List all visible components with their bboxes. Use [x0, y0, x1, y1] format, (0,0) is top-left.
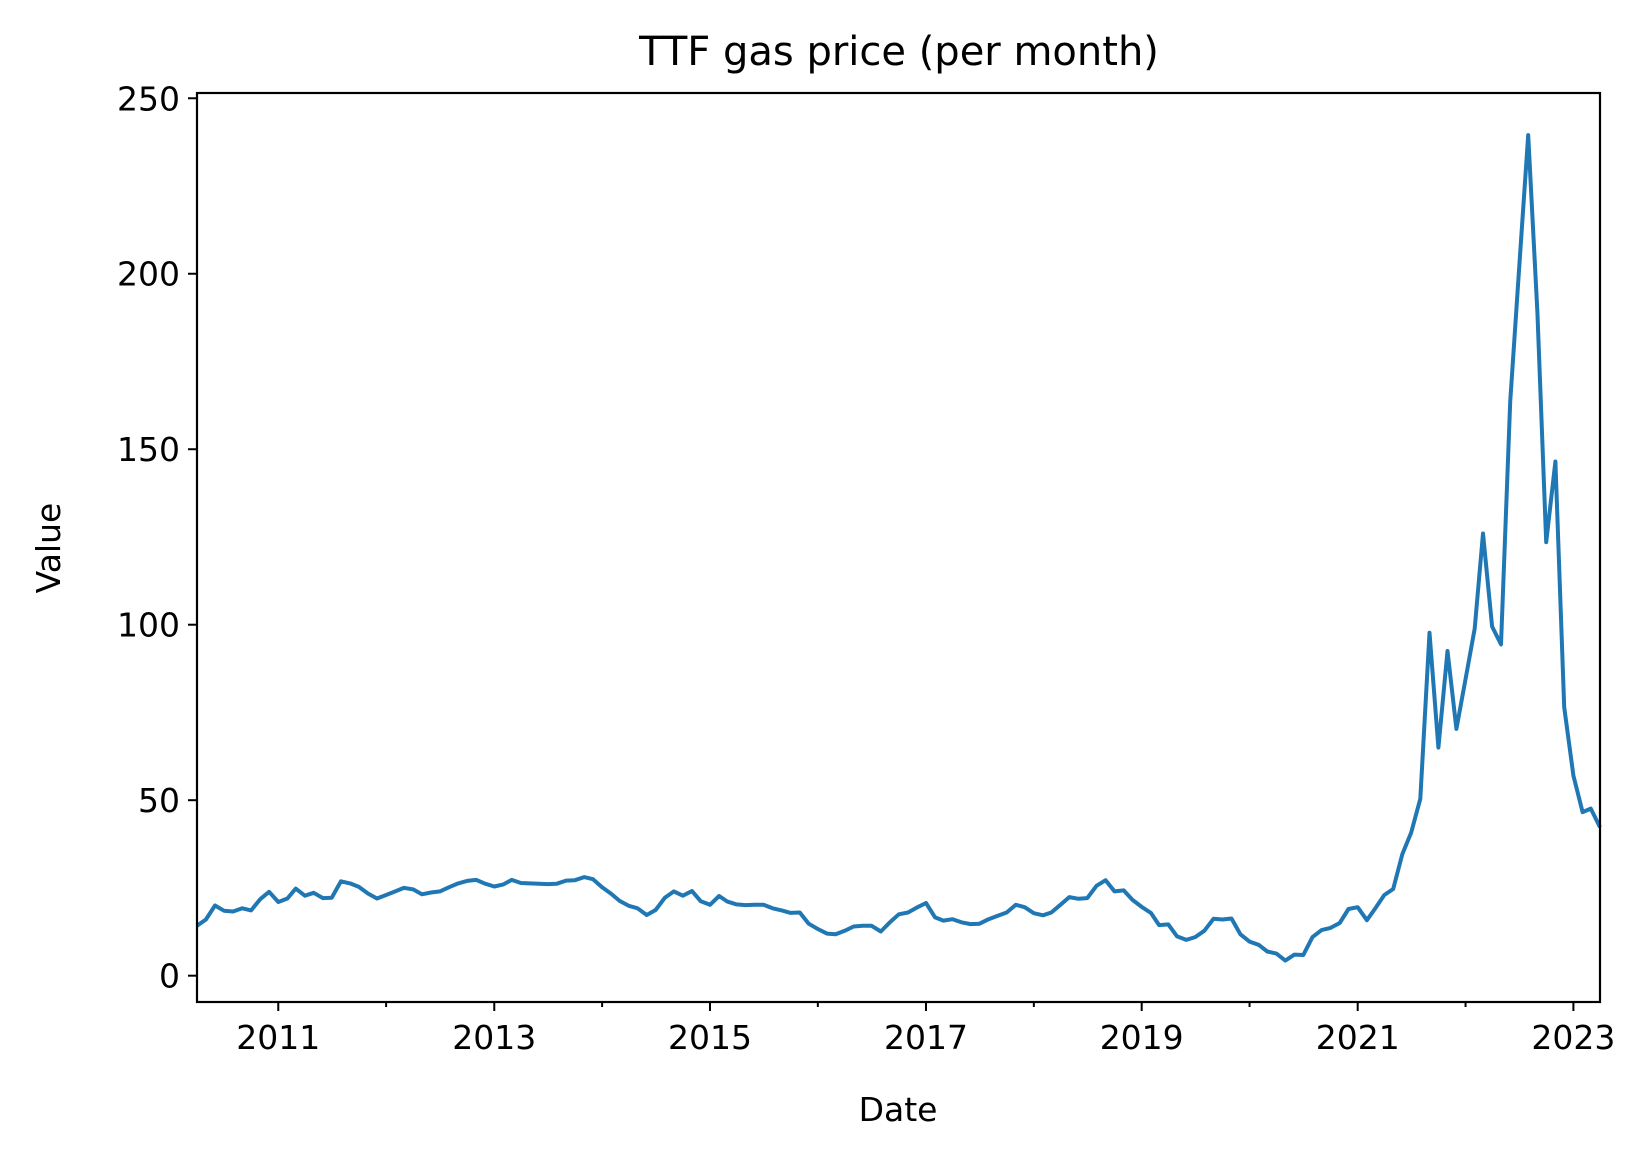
y-tick-label: 150	[117, 430, 180, 469]
x-tick-label: 2011	[236, 1018, 320, 1057]
x-tick-label: 2021	[1316, 1018, 1400, 1057]
y-tick-label: 0	[159, 957, 180, 996]
y-tick-label: 200	[117, 255, 180, 294]
y-axis-label: Value	[29, 503, 68, 594]
y-axis: 0 50 100 150 200 250	[117, 79, 197, 996]
x-axis: 2011 2013 2015 2017 2019 2021 2023	[236, 1002, 1615, 1057]
x-tick-label: 2013	[452, 1018, 536, 1057]
x-tick-label: 2019	[1100, 1018, 1184, 1057]
x-tick-label: 2023	[1531, 1018, 1615, 1057]
series-line	[195, 133, 1602, 963]
x-axis-label: Date	[859, 1090, 938, 1129]
x-tick-label: 2017	[884, 1018, 968, 1057]
y-tick-label: 100	[117, 606, 180, 645]
chart-title: TTF gas price (per month)	[638, 29, 1159, 75]
plot-area	[195, 133, 1602, 963]
x-tick-label: 2015	[668, 1018, 752, 1057]
y-tick-label: 250	[117, 79, 180, 118]
axes-frame	[195, 91, 1602, 1004]
y-tick-label: 50	[138, 781, 180, 820]
